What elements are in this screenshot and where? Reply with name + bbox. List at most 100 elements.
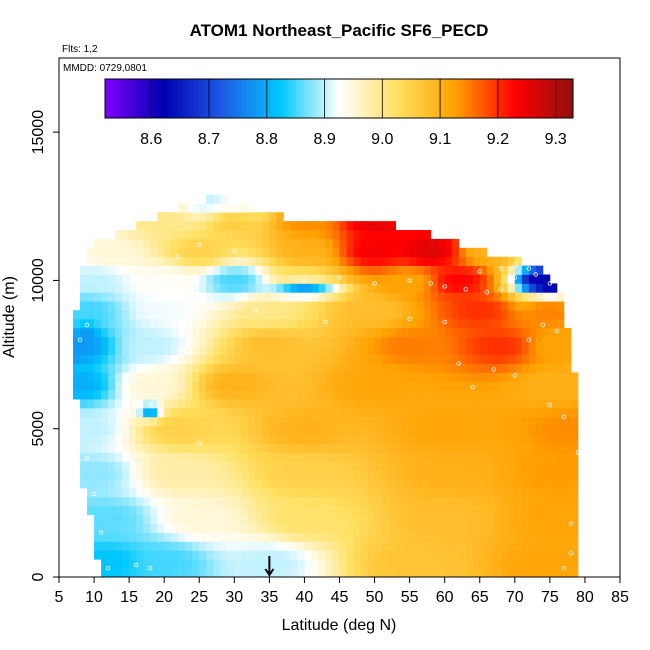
heatmap-cell [171,212,179,222]
heatmap-cell [346,470,354,480]
heatmap-cell [549,425,558,436]
heatmap-cell [367,221,375,231]
heatmap-cell [549,416,558,427]
heatmap-cell [514,407,523,418]
heatmap-cell [143,230,151,240]
heatmap-cell [276,372,284,382]
heatmap-cell [374,221,382,231]
heatmap-cell [115,372,123,382]
heatmap-cell [248,363,256,373]
heatmap-cell [339,532,347,542]
colorbar-segment [183,79,188,118]
heatmap-cell [185,336,193,347]
heatmap-cell [276,363,284,373]
heatmap-cell [353,256,361,266]
heatmap-cell [339,434,347,444]
heatmap-cell [220,256,228,266]
heatmap-cell [304,461,312,471]
heatmap-cell [409,238,418,249]
heatmap-cell [416,532,425,542]
heatmap-cell [80,336,88,347]
heatmap-cell [87,274,95,284]
heatmap-cell [199,221,207,231]
heatmap-cell [136,238,144,249]
colorbar-segment [339,79,344,118]
heatmap-cell [416,345,425,355]
heatmap-cell [332,238,340,249]
heatmap-cell [521,559,530,569]
heatmap-cell [234,230,242,240]
heatmap-cell [192,265,200,275]
heatmap-cell [486,336,495,347]
heatmap-cell [346,336,354,347]
heatmap-cell [521,292,530,302]
heatmap-cell [199,461,207,471]
heatmap-cell [178,488,186,498]
heatmap-cell [444,274,453,284]
heatmap-cell [451,354,460,364]
heatmap-cell [213,425,221,436]
heatmap-cell [87,265,95,275]
heatmap-cell [199,265,207,275]
colorbar-segment [420,79,426,118]
heatmap-cell [234,274,242,284]
heatmap-cell [94,550,102,560]
heatmap-cell [276,354,284,364]
heatmap-cell [325,523,333,533]
heatmap-cell [325,230,333,240]
heatmap-cell [269,265,277,275]
heatmap-cell [486,470,495,480]
heatmap-cell [528,310,537,320]
colorbar-segment [561,79,566,118]
heatmap-cell [381,381,389,391]
heatmap-cell [521,488,530,498]
heatmap-cell [143,425,151,436]
heatmap-cell [479,523,488,533]
heatmap-cell [129,274,137,284]
heatmap-cell [332,256,340,266]
heatmap-cell [395,479,404,489]
x-tick-label: 65 [471,589,489,606]
heatmap-cell [115,541,123,551]
heatmap-cell [297,390,305,400]
heatmap-cell [143,381,151,391]
heatmap-cell [374,568,382,578]
heatmap-cell [150,292,158,302]
heatmap-cell [157,505,165,516]
heatmap-cell [234,310,242,320]
heatmap-cell [388,283,396,293]
heatmap-cell [416,230,425,240]
heatmap-cell [444,514,453,525]
heatmap-cell [353,425,361,436]
heatmap-cell [507,452,516,462]
heatmap-cell [290,550,298,560]
heatmap-cell [276,238,284,249]
heatmap-cell [332,407,340,418]
heatmap-cell [262,416,270,427]
heatmap-cell [465,354,474,364]
heatmap-cell [241,532,249,542]
heatmap-cell [325,336,333,347]
colorbar-segment [241,79,246,118]
heatmap-cell [570,381,579,391]
heatmap-cell [262,354,270,364]
heatmap-cell [556,479,565,489]
heatmap-cell [416,559,425,569]
heatmap-cell [458,559,467,569]
heatmap-cell [87,247,95,258]
colorbar-segment [428,79,433,118]
heatmap-cell [185,568,193,578]
heatmap-cell [206,461,214,471]
heatmap-cell [535,452,544,462]
heatmap-cell [241,265,249,275]
heatmap-cell [262,372,270,382]
heatmap-cell [157,479,165,489]
heatmap-cell [248,434,256,444]
heatmap-cell [381,425,389,436]
heatmap-cell [122,523,130,533]
heatmap-cell [297,416,305,427]
heatmap-cell [199,301,207,311]
heatmap-cell [115,479,123,489]
heatmap-cell [444,461,453,471]
heatmap-cell [171,443,179,453]
